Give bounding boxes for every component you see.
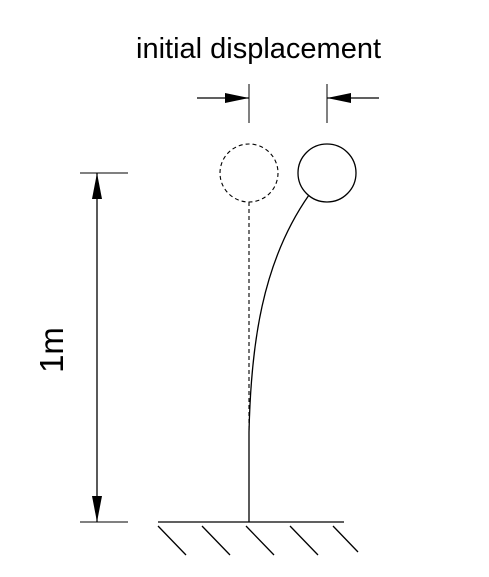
initial-displacement-label: initial displacement	[136, 33, 381, 65]
displacement-arrow-left	[225, 93, 249, 103]
deflected-mass-circle	[297, 143, 357, 203]
displacement-arrow-right	[327, 93, 351, 103]
height-label: 1m	[33, 327, 70, 373]
hatch-line	[332, 525, 359, 553]
height-arrow-top	[92, 173, 102, 199]
hatch-line	[245, 525, 275, 556]
height-arrow-bottom	[92, 496, 102, 522]
hatch-line	[289, 525, 319, 556]
deflected-rod-curve	[248, 194, 310, 522]
hatch-line	[157, 525, 187, 556]
ground-hatching	[157, 525, 359, 556]
initial-mass-circle	[219, 143, 279, 203]
hatch-line	[201, 525, 231, 556]
